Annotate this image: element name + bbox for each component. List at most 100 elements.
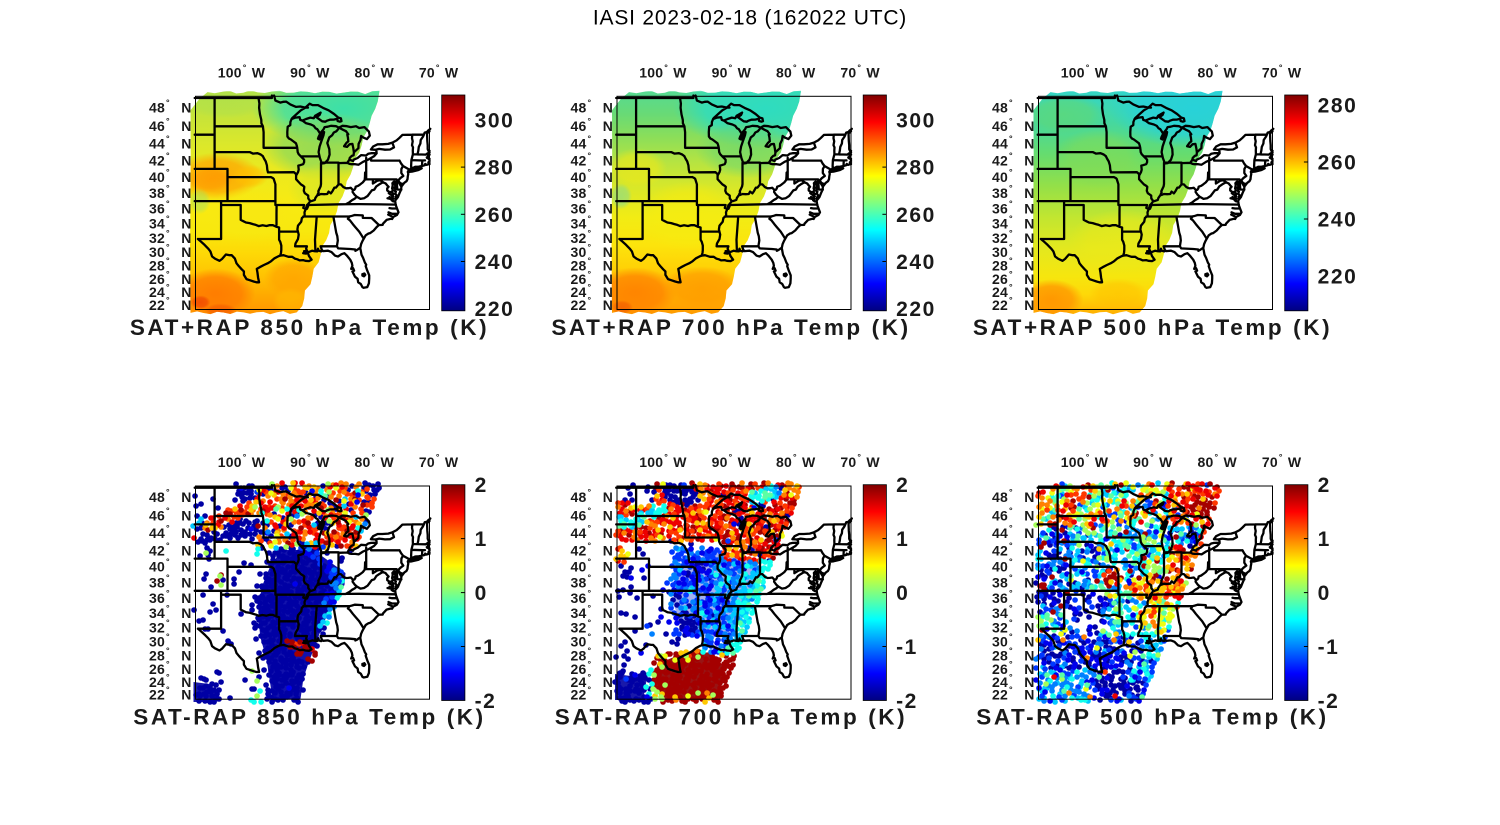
svg-text:46: 46	[571, 118, 587, 134]
svg-text:28: 28	[992, 647, 1008, 663]
svg-text:24: 24	[571, 674, 587, 690]
svg-text:N: N	[603, 647, 613, 663]
svg-text:N: N	[181, 489, 191, 505]
svg-text:N: N	[603, 215, 613, 231]
svg-text:°: °	[1279, 452, 1283, 462]
svg-text:°: °	[857, 62, 861, 72]
svg-text:N: N	[181, 605, 191, 621]
svg-text:°: °	[588, 659, 592, 669]
svg-text:1: 1	[1318, 528, 1331, 551]
svg-text:°: °	[166, 198, 170, 208]
svg-text:26: 26	[571, 661, 587, 677]
svg-text:N: N	[603, 687, 613, 703]
svg-text:N: N	[603, 258, 613, 274]
svg-text:°: °	[1086, 452, 1090, 462]
svg-text:44: 44	[149, 525, 165, 541]
svg-text:N: N	[603, 271, 613, 287]
svg-text:28: 28	[149, 258, 165, 274]
svg-text:28: 28	[571, 647, 587, 663]
svg-text:N: N	[181, 674, 191, 690]
svg-text:300: 300	[896, 109, 936, 132]
svg-text:°: °	[588, 98, 592, 108]
svg-text:W: W	[1095, 64, 1109, 80]
svg-text:°: °	[1009, 573, 1013, 583]
svg-text:°: °	[588, 228, 592, 238]
svg-text:40: 40	[149, 169, 165, 185]
svg-text:-2: -2	[896, 690, 918, 713]
svg-text:°: °	[729, 62, 733, 72]
svg-text:48: 48	[992, 100, 1008, 116]
svg-text:80: 80	[1198, 64, 1214, 80]
svg-text:°: °	[1009, 242, 1013, 252]
svg-text:°: °	[166, 618, 170, 628]
svg-text:°: °	[588, 151, 592, 161]
svg-text:N: N	[1024, 605, 1034, 621]
svg-text:24: 24	[571, 284, 587, 300]
svg-text:°: °	[166, 213, 170, 223]
svg-text:°: °	[1215, 62, 1219, 72]
svg-text:°: °	[372, 62, 376, 72]
svg-text:°: °	[166, 659, 170, 669]
svg-text:280: 280	[475, 157, 515, 180]
svg-text:-1: -1	[475, 636, 497, 659]
svg-text:°: °	[166, 256, 170, 266]
svg-text:100: 100	[218, 64, 242, 80]
svg-text:N: N	[1024, 284, 1034, 300]
svg-text:24: 24	[992, 284, 1008, 300]
svg-text:22: 22	[571, 687, 587, 703]
svg-text:IASI 2023-02-18 (162022 UTC): IASI 2023-02-18 (162022 UTC)	[593, 7, 907, 30]
svg-text:°: °	[1009, 506, 1013, 516]
svg-text:N: N	[603, 489, 613, 505]
svg-text:°: °	[166, 134, 170, 144]
svg-text:N: N	[603, 100, 613, 116]
svg-text:°: °	[588, 282, 592, 292]
svg-text:36: 36	[992, 590, 1008, 606]
svg-text:32: 32	[571, 620, 587, 636]
svg-text:40: 40	[992, 169, 1008, 185]
svg-text:N: N	[603, 297, 613, 313]
svg-text:°: °	[166, 506, 170, 516]
svg-text:N: N	[603, 525, 613, 541]
svg-text:70: 70	[419, 64, 435, 80]
svg-text:°: °	[166, 151, 170, 161]
svg-text:44: 44	[149, 136, 165, 152]
svg-text:N: N	[603, 542, 613, 558]
svg-text:°: °	[166, 242, 170, 252]
svg-text:N: N	[1024, 508, 1034, 524]
svg-text:°: °	[1009, 588, 1013, 598]
svg-text:80: 80	[776, 454, 792, 470]
svg-text:N: N	[181, 153, 191, 169]
svg-text:°: °	[1009, 256, 1013, 266]
svg-text:240: 240	[896, 251, 936, 274]
svg-text:42: 42	[149, 542, 165, 558]
svg-text:°: °	[588, 295, 592, 305]
svg-text:80: 80	[1198, 454, 1214, 470]
svg-text:80: 80	[355, 64, 371, 80]
svg-text:N: N	[1024, 674, 1034, 690]
svg-text:N: N	[181, 169, 191, 185]
svg-text:N: N	[1024, 271, 1034, 287]
svg-text:°: °	[166, 645, 170, 655]
svg-text:°: °	[1009, 213, 1013, 223]
svg-text:-2: -2	[475, 690, 497, 713]
svg-text:30: 30	[992, 244, 1008, 260]
svg-text:N: N	[1024, 297, 1034, 313]
svg-text:260: 260	[1318, 152, 1358, 175]
svg-text:32: 32	[992, 230, 1008, 246]
svg-text:N: N	[1024, 230, 1034, 246]
svg-text:°: °	[588, 632, 592, 642]
svg-text:°: °	[166, 588, 170, 598]
svg-text:N: N	[603, 590, 613, 606]
svg-text:SAT-RAP 850 hPa Temp (K): SAT-RAP 850 hPa Temp (K)	[133, 705, 485, 730]
svg-text:°: °	[166, 269, 170, 279]
svg-text:N: N	[603, 575, 613, 591]
svg-text:°: °	[166, 540, 170, 550]
svg-text:46: 46	[992, 508, 1008, 524]
svg-text:N: N	[1024, 647, 1034, 663]
svg-text:°: °	[664, 62, 668, 72]
svg-text:°: °	[307, 62, 311, 72]
svg-text:°: °	[588, 116, 592, 126]
svg-text:70: 70	[840, 64, 856, 80]
svg-text:W: W	[252, 454, 266, 470]
svg-text:42: 42	[992, 542, 1008, 558]
